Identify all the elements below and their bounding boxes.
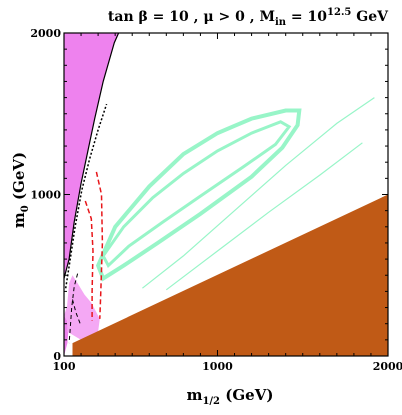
plot-area [64, 33, 388, 356]
y-tick-label: 1000 [30, 189, 61, 202]
boundary-solid-line [64, 33, 120, 279]
x-axis-label: m1/2 (GeV) [187, 386, 274, 407]
red-dashed-line-1 [84, 200, 94, 321]
green-line-upper [142, 97, 375, 289]
x-tick-label: 1000 [202, 360, 233, 373]
green-band-outer [95, 108, 302, 282]
x-tick-label: 2000 [373, 360, 402, 373]
black-dashed-line-1 [68, 273, 79, 344]
brown-region [72, 194, 388, 356]
magenta-region-lower [64, 315, 69, 356]
y-axis-label: m0 (GeV) [10, 152, 31, 228]
y-tick-label: 2000 [30, 27, 61, 40]
black-dashed-line-2 [72, 299, 81, 324]
chart-title: tan β = 10 , μ > 0 , Min = 1012.5 GeV [108, 7, 389, 28]
boundary-dotted-line [64, 103, 108, 289]
x-tick-label: 100 [53, 360, 76, 373]
green-line-lower [165, 142, 363, 291]
green-band-inner [101, 120, 292, 269]
pink-region [64, 275, 100, 340]
red-dashed-line-2 [95, 171, 104, 319]
y-tick-label: 0 [53, 350, 61, 363]
magenta-region-upper [64, 33, 119, 279]
axis-ticks: 100 1000 2000 0 1000 2000 [30, 27, 402, 373]
